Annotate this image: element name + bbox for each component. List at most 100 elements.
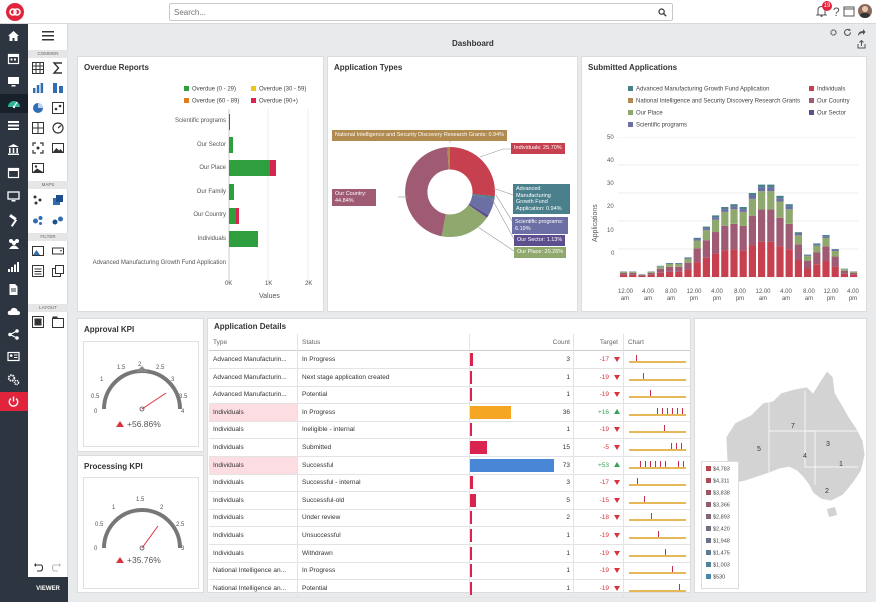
- slice-individuals[interactable]: [450, 147, 495, 197]
- cell-sparkline[interactable]: [624, 545, 690, 562]
- stacked-bar-segment[interactable]: [785, 206, 793, 210]
- refresh-icon[interactable]: [843, 28, 852, 37]
- stacked-bar-segment[interactable]: [785, 249, 793, 277]
- cell-sparkline[interactable]: [624, 386, 690, 403]
- stacked-bar-segment[interactable]: [840, 270, 848, 274]
- cell-sparkline[interactable]: [624, 404, 690, 421]
- stacked-bar-segment[interactable]: [822, 246, 830, 262]
- stacked-bar-segment[interactable]: [785, 223, 793, 250]
- stacked-bar-segment[interactable]: [675, 266, 683, 272]
- redo-icon[interactable]: [52, 562, 62, 572]
- table-row[interactable]: Individuals Submitted 15 -5: [209, 439, 690, 457]
- stacked-bar-segment[interactable]: [813, 244, 821, 246]
- stacked-bar-segment[interactable]: [684, 269, 692, 277]
- stacked-bar-segment[interactable]: [675, 263, 683, 264]
- stacked-bar-segment[interactable]: [813, 243, 821, 245]
- stacked-bar-segment[interactable]: [666, 263, 674, 267]
- legend-overdue-0-29[interactable]: Overdue (0 - 29): [184, 86, 236, 93]
- slice-scientific[interactable]: [469, 195, 495, 216]
- legend-sector[interactable]: Our Sector: [809, 110, 846, 117]
- stacked-bar-segment[interactable]: [794, 235, 802, 245]
- stacked-bar-segment[interactable]: [675, 271, 683, 277]
- cell-sparkline[interactable]: [624, 351, 690, 368]
- stacked-bar-segment[interactable]: [620, 274, 628, 277]
- cell-sparkline[interactable]: [624, 421, 690, 438]
- stacked-bar-segment[interactable]: [822, 261, 830, 277]
- stacked-bar-segment[interactable]: [721, 211, 729, 226]
- grid-icon[interactable]: [32, 122, 44, 134]
- map-points-icon[interactable]: [32, 194, 44, 206]
- bubble-map-icon[interactable]: [32, 214, 44, 226]
- stacked-bar-segment[interactable]: [813, 252, 821, 265]
- stacked-bar-segment[interactable]: [739, 209, 747, 212]
- search-input[interactable]: [170, 4, 640, 20]
- stacked-bar-segment[interactable]: [758, 184, 766, 188]
- nav-settings[interactable]: [0, 370, 28, 389]
- stacked-bar-segment[interactable]: [702, 230, 710, 241]
- legend-scientific[interactable]: Scientific programs: [628, 122, 687, 129]
- bar-individuals-0-29[interactable]: [229, 231, 258, 247]
- cell-sparkline[interactable]: [624, 457, 690, 474]
- stacked-bar-segment[interactable]: [758, 209, 766, 242]
- stacked-bar-segment[interactable]: [721, 207, 729, 210]
- stacked-bar-segment[interactable]: [850, 274, 858, 277]
- stacked-bar-segment[interactable]: [712, 232, 720, 254]
- stacked-bar-segment[interactable]: [712, 217, 720, 220]
- table-row[interactable]: National Intelligence an... In Progress 1 -…: [209, 562, 690, 581]
- list-filter-icon[interactable]: [32, 265, 44, 277]
- share-arrow-icon[interactable]: [857, 28, 866, 37]
- slice-amgf[interactable]: [472, 194, 495, 199]
- stacked-bar-segment[interactable]: [647, 272, 655, 275]
- stacked-bar-segment[interactable]: [620, 272, 628, 275]
- stacked-bar-segment[interactable]: [739, 250, 747, 277]
- stacked-bar-segment[interactable]: [822, 235, 830, 237]
- stacked-bar-segment[interactable]: [721, 225, 729, 251]
- bar-country-0-29[interactable]: [229, 208, 236, 224]
- stacked-bar-segment[interactable]: [684, 262, 692, 270]
- gauge-icon[interactable]: [52, 122, 64, 134]
- stacked-bar-segment[interactable]: [666, 271, 674, 277]
- stacked-bar-segment[interactable]: [794, 233, 802, 236]
- stacked-bar-segment[interactable]: [794, 232, 802, 234]
- stacked-bar-segment[interactable]: [813, 245, 821, 253]
- undo-icon[interactable]: [33, 562, 43, 572]
- nav-tools[interactable]: [0, 211, 28, 230]
- stacked-bar-segment[interactable]: [785, 209, 793, 224]
- slice-nisdrg[interactable]: [447, 147, 450, 170]
- user-avatar[interactable]: [858, 4, 872, 18]
- header-chart[interactable]: Chart: [628, 339, 644, 346]
- slice-sector[interactable]: [468, 203, 489, 218]
- stacked-bar-segment[interactable]: [693, 262, 701, 277]
- stacked-bar-segment[interactable]: [739, 225, 747, 251]
- bar-scientific-90plus[interactable]: [229, 114, 230, 130]
- stacked-bar-segment[interactable]: [739, 207, 747, 210]
- slice-country[interactable]: [405, 147, 449, 237]
- nav-share[interactable]: [0, 325, 28, 344]
- stacked-bar-segment[interactable]: [785, 204, 793, 207]
- legend-individuals[interactable]: Individuals: [809, 86, 845, 93]
- stacked-bar-segment[interactable]: [675, 263, 683, 267]
- stacked-bar-segment[interactable]: [758, 241, 766, 277]
- stacked-bar-segment[interactable]: [656, 268, 664, 273]
- stacked-bar-segment[interactable]: [702, 228, 710, 231]
- cell-sparkline[interactable]: [624, 474, 690, 491]
- nav-schedule[interactable]: [0, 163, 28, 182]
- stacked-bar-segment[interactable]: [831, 249, 839, 251]
- header-status[interactable]: Status: [298, 334, 470, 351]
- stacked-bar-segment[interactable]: [758, 187, 766, 192]
- nav-documents[interactable]: [0, 280, 28, 299]
- australia-map[interactable]: [723, 367, 867, 517]
- search-box[interactable]: [169, 3, 673, 21]
- settings-icon[interactable]: [829, 28, 838, 37]
- table-icon[interactable]: [32, 62, 44, 74]
- stacked-bar-segment[interactable]: [748, 215, 756, 246]
- bar-family-0-29[interactable]: [229, 184, 234, 200]
- stacked-bar-segment[interactable]: [840, 269, 848, 271]
- stacked-bar-segment[interactable]: [730, 204, 738, 207]
- stacked-bar-segment[interactable]: [776, 195, 784, 199]
- picture-icon[interactable]: [32, 162, 44, 174]
- stacked-bar-segment[interactable]: [850, 272, 858, 275]
- bar-country-90plus[interactable]: [236, 208, 239, 224]
- stacked-bar-segment[interactable]: [721, 209, 729, 212]
- stacked-bar-segment[interactable]: [638, 274, 646, 276]
